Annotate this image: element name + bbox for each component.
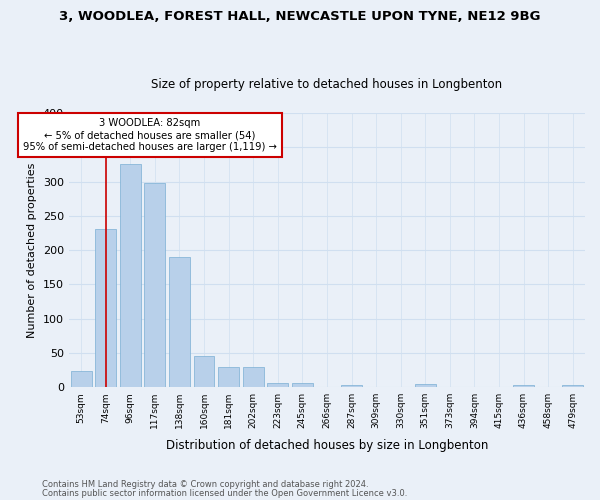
- Bar: [513, 385, 534, 387]
- Bar: [194, 356, 214, 387]
- Bar: [71, 372, 92, 387]
- Y-axis label: Number of detached properties: Number of detached properties: [28, 162, 37, 338]
- Text: 3, WOODLEA, FOREST HALL, NEWCASTLE UPON TYNE, NE12 9BG: 3, WOODLEA, FOREST HALL, NEWCASTLE UPON …: [59, 10, 541, 23]
- Bar: [145, 183, 166, 387]
- Bar: [562, 385, 583, 387]
- Text: 3 WOODLEA: 82sqm
← 5% of detached houses are smaller (54)
95% of semi-detached h: 3 WOODLEA: 82sqm ← 5% of detached houses…: [23, 118, 277, 152]
- Bar: [218, 366, 239, 387]
- Text: Contains HM Land Registry data © Crown copyright and database right 2024.: Contains HM Land Registry data © Crown c…: [42, 480, 368, 489]
- Bar: [415, 384, 436, 387]
- Bar: [243, 366, 263, 387]
- Bar: [95, 229, 116, 387]
- Bar: [292, 383, 313, 387]
- Bar: [169, 257, 190, 387]
- Bar: [341, 385, 362, 387]
- Bar: [268, 383, 288, 387]
- X-axis label: Distribution of detached houses by size in Longbenton: Distribution of detached houses by size …: [166, 440, 488, 452]
- Title: Size of property relative to detached houses in Longbenton: Size of property relative to detached ho…: [151, 78, 502, 91]
- Text: Contains public sector information licensed under the Open Government Licence v3: Contains public sector information licen…: [42, 489, 407, 498]
- Bar: [120, 164, 141, 387]
